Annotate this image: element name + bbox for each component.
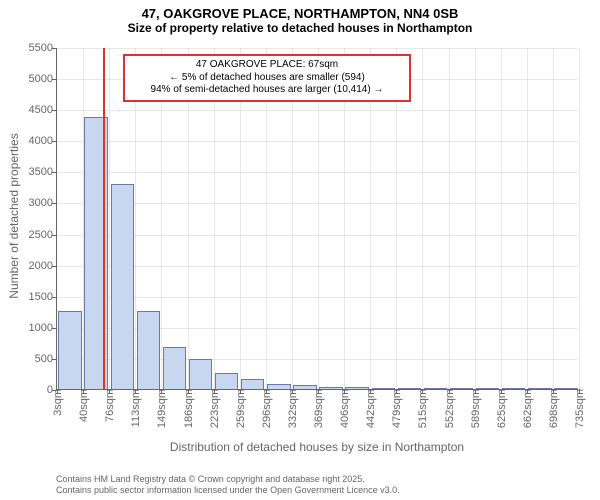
x-tick-label: 589sqm	[468, 389, 482, 428]
y-tick-label: 1500	[17, 291, 57, 303]
histogram-bar	[398, 388, 421, 389]
histogram-bar	[345, 387, 368, 389]
histogram-bar	[476, 388, 499, 389]
chart-container: 47, OAKGROVE PLACE, NORTHAMPTON, NN4 0SB…	[0, 0, 600, 500]
y-axis-label: Number of detached properties	[7, 45, 21, 387]
y-tick-label: 5000	[17, 73, 57, 85]
x-tick-label: 40sqm	[76, 389, 90, 422]
x-tick-label: 259sqm	[233, 389, 247, 428]
annotation-line: 94% of semi-detached houses are larger (…	[131, 84, 403, 97]
histogram-bar	[58, 311, 81, 389]
x-tick-label: 662sqm	[520, 389, 534, 428]
x-tick-label: 369sqm	[311, 389, 325, 428]
histogram-bar	[528, 388, 551, 389]
x-tick-label: 698sqm	[546, 389, 560, 428]
histogram-bar	[137, 311, 160, 389]
histogram-bar	[502, 388, 525, 389]
grid-line-v	[553, 48, 554, 389]
x-tick-label: 552sqm	[442, 389, 456, 428]
histogram-bar	[450, 388, 473, 389]
chart-footer: Contains HM Land Registry data © Crown c…	[56, 474, 400, 497]
footer-line-2: Contains public sector information licen…	[56, 485, 400, 496]
histogram-bar	[554, 388, 577, 389]
x-tick-label: 186sqm	[181, 389, 195, 428]
y-tick-label: 2500	[17, 229, 57, 241]
y-tick-label: 2000	[17, 260, 57, 272]
histogram-bar	[241, 379, 264, 389]
grid-line-v	[527, 48, 528, 389]
histogram-bar	[111, 184, 134, 389]
chart-subtitle: Size of property relative to detached ho…	[0, 21, 600, 35]
x-tick-label: 625sqm	[494, 389, 508, 428]
x-tick-label: 296sqm	[259, 389, 273, 428]
annotation-line: 47 OAKGROVE PLACE: 67sqm	[131, 59, 403, 72]
grid-line-v	[422, 48, 423, 389]
marker-line	[103, 48, 105, 389]
histogram-bar	[319, 387, 342, 389]
x-tick-label: 3sqm	[50, 389, 64, 416]
y-tick-label: 4500	[17, 104, 57, 116]
histogram-bar	[189, 359, 212, 389]
x-tick-label: 149sqm	[154, 389, 168, 428]
y-tick-label: 5500	[17, 42, 57, 54]
x-tick-label: 113sqm	[128, 389, 142, 427]
x-tick-label: 406sqm	[337, 389, 351, 428]
histogram-bar	[293, 385, 316, 389]
grid-line-v	[449, 48, 450, 389]
y-tick-label: 3500	[17, 166, 57, 178]
x-tick-label: 479sqm	[389, 389, 403, 428]
x-tick-label: 735sqm	[572, 389, 586, 428]
x-tick-label: 515sqm	[415, 389, 429, 428]
histogram-bar	[215, 373, 238, 389]
x-tick-label: 223sqm	[207, 389, 221, 428]
histogram-bar	[424, 388, 447, 389]
footer-line-1: Contains HM Land Registry data © Crown c…	[56, 474, 400, 485]
histogram-bar	[163, 347, 186, 389]
histogram-bar	[372, 388, 395, 389]
y-tick-label: 500	[17, 353, 57, 365]
x-tick-label: 332sqm	[285, 389, 299, 428]
chart-title: 47, OAKGROVE PLACE, NORTHAMPTON, NN4 0SB	[0, 0, 600, 21]
x-axis-label: Distribution of detached houses by size …	[56, 440, 578, 454]
annotation-line: ← 5% of detached houses are smaller (594…	[131, 72, 403, 85]
plot-area: 0500100015002000250030003500400045005000…	[56, 48, 578, 390]
x-tick-label: 76sqm	[102, 389, 116, 422]
y-tick-label: 3000	[17, 197, 57, 209]
grid-line-v	[579, 48, 580, 389]
histogram-bar	[267, 384, 290, 389]
annotation-box: 47 OAKGROVE PLACE: 67sqm← 5% of detached…	[123, 54, 411, 102]
y-tick-label: 1000	[17, 322, 57, 334]
x-tick-label: 442sqm	[363, 389, 377, 428]
grid-line-v	[475, 48, 476, 389]
grid-line-v	[501, 48, 502, 389]
y-tick-label: 4000	[17, 135, 57, 147]
